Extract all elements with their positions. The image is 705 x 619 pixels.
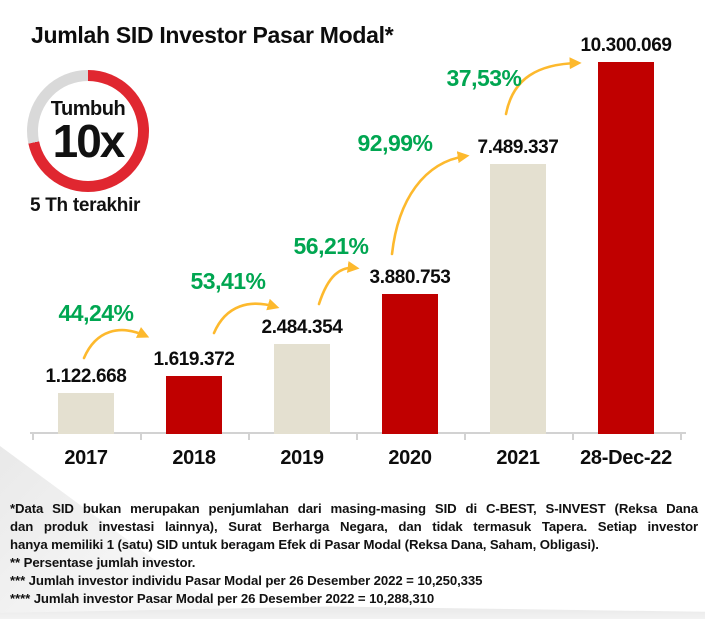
growth-label-2017-2018: 44,24% [58,300,134,326]
bar-value-2021: 7.489.337 [477,137,559,158]
bar-2017 [58,393,114,434]
growth-label-2021-2022: 37,53% [446,65,522,91]
growth-label-2019-2020: 56,21% [293,233,369,259]
x-axis-label-2019: 2019 [280,447,324,469]
growth-label-2020-2021: 92,99% [357,130,433,156]
bar-value-28-Dec-22: 10.300.069 [580,35,672,56]
donut-top-label: Tumbuh [50,98,126,120]
bar-28-Dec-22 [598,62,654,434]
growth-donut-inner: Tumbuh 10x [38,81,138,181]
footnote-line: hanya memiliki 1 (satu) SID untuk beraga… [10,537,599,552]
growth-arrow-1-icon [82,327,150,360]
growth-arrow-3-icon [317,261,360,306]
footnote-line: ** Persentase jumlah investor. [10,555,196,570]
x-axis-tick [572,433,574,440]
footnote-line: dan produk investasi lainnya), Surat Ber… [10,519,698,534]
footnote-line: **** Jumlah investor Pasar Modal per 26 … [10,591,435,606]
background-band-bottom [0,606,705,619]
bar-value-2020: 3.880.753 [369,267,451,288]
donut-caption: 5 Th terakhir [30,195,141,216]
x-axis-label-2021: 2021 [496,447,540,469]
x-axis-tick [464,433,466,440]
bar-2021 [490,164,546,434]
x-axis-tick [356,433,358,440]
bar-2020 [382,294,438,434]
growth-label-2018-2019: 53,41% [190,268,266,294]
x-axis-tick [248,433,250,440]
footnote-line: *** Jumlah investor individu Pasar Modal… [10,573,483,588]
bar-2018 [166,376,222,434]
x-axis-line [30,432,686,434]
page-title: Jumlah SID Investor Pasar Modal* [31,22,394,48]
x-axis-label-2020: 2020 [388,447,432,469]
growth-arrow-2-icon [212,298,280,335]
footnote-line: *Data SID bukan merupakan penjumlahan da… [10,501,698,516]
x-axis-label-28-Dec-22: 28-Dec-22 [580,447,672,469]
growth-donut-ring-icon: Tumbuh 10x [27,70,149,192]
x-axis-tick [32,433,34,440]
donut-multiplier-label: 10x [52,115,126,167]
footnotes: *Data SID bukan merupakan penjumlahan da… [10,500,698,608]
bar-value-2019: 2.484.354 [261,317,343,338]
growth-arrow-5-icon [504,57,582,116]
x-axis-label-2017: 2017 [64,447,108,469]
bar-2019 [274,344,330,434]
growth-arrow-4-icon [390,151,470,256]
x-axis-label-2018: 2018 [172,447,216,469]
x-axis-tick [140,433,142,440]
x-axis-tick [680,433,682,440]
bar-value-2018: 1.619.372 [153,349,235,370]
bar-value-2017: 1.122.668 [45,366,127,387]
